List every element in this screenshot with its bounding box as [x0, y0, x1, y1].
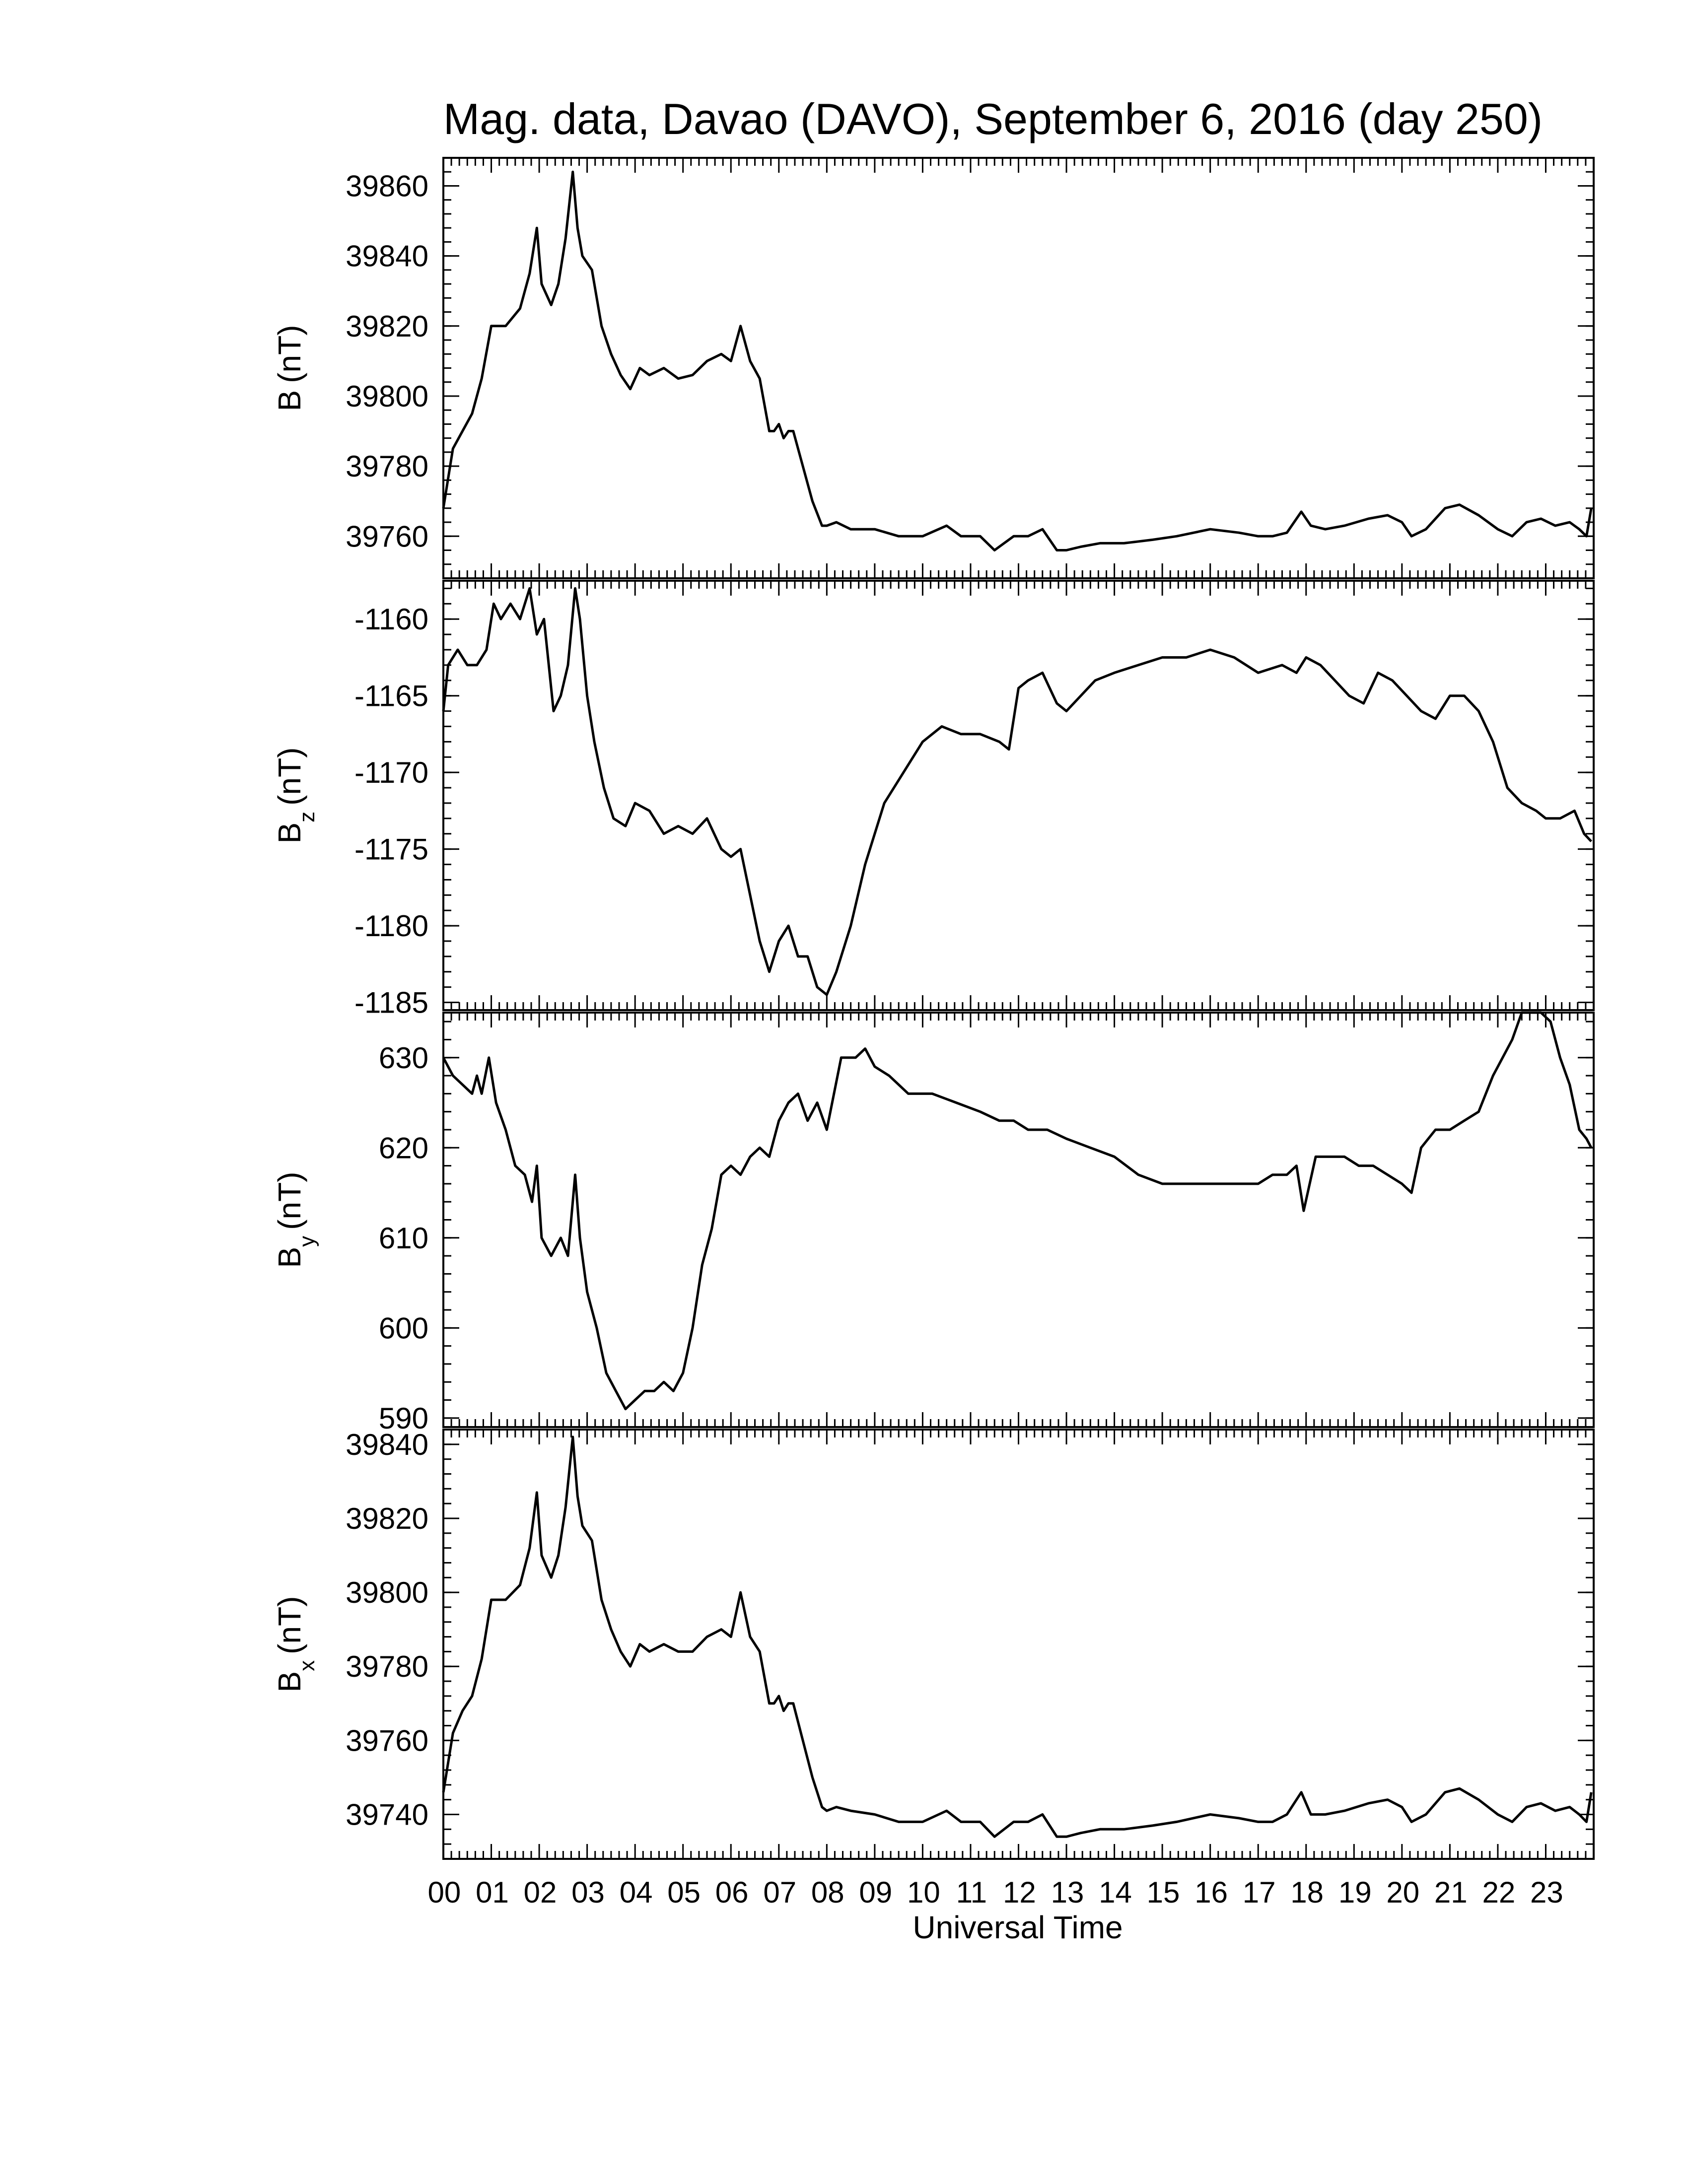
y-tick-label: 39780: [346, 1650, 428, 1683]
x-tick-label: 05: [667, 1876, 701, 1909]
y-tick-label: 39800: [346, 380, 428, 413]
y-axis-label-unit: (nT): [272, 325, 307, 383]
y-tick-label: 600: [379, 1311, 428, 1345]
x-tick-label: 18: [1290, 1876, 1324, 1909]
y-axis-label-unit: (nT): [272, 1172, 307, 1230]
x-tick-label: 16: [1195, 1876, 1228, 1909]
x-tick-label: 10: [907, 1876, 940, 1909]
y-axis-label: Bx (nT): [272, 1596, 319, 1693]
panel-B: 39760 39780 39800 39820 39840 39860 B (nT): [272, 157, 1595, 579]
series-line-Bz: [442, 587, 1593, 996]
x-tick-label: 15: [1147, 1876, 1180, 1909]
y-tick-label: 590: [379, 1402, 428, 1435]
plot-frame: [442, 1429, 1595, 1860]
x-tick-label: 01: [476, 1876, 509, 1909]
y-axis-label-main: B: [272, 1247, 307, 1268]
y-axis-label-main: B: [272, 390, 307, 411]
y-axis-label-sub: x: [295, 1660, 319, 1671]
x-tick-label: 06: [715, 1876, 749, 1909]
y-axis-label: By (nT): [272, 1172, 319, 1268]
x-tick-label: 04: [620, 1876, 653, 1909]
series-line-By: [442, 1011, 1593, 1411]
panels-group: 397603978039800398203984039860B(nT)-1160…: [272, 157, 1595, 1860]
y-tick-label: -1185: [354, 986, 428, 1020]
x-tick-label: 23: [1530, 1876, 1563, 1909]
x-tick-label: 03: [571, 1876, 605, 1909]
x-tick-label: 12: [1003, 1876, 1036, 1909]
x-tick-label: 20: [1386, 1876, 1419, 1909]
x-tick-label: 00: [428, 1876, 461, 1909]
x-tick-label: 14: [1099, 1876, 1132, 1909]
x-tick-label: 02: [524, 1876, 557, 1909]
y-axis-label-main: B: [272, 822, 307, 844]
x-tick-label: 22: [1482, 1876, 1515, 1909]
chart-title: Mag. data, Davao (DAVO), September 6, 20…: [443, 94, 1543, 143]
panel-Bz: -1160 -1165 -1170 -1175 -1180 -1185 Bz (nT): [272, 580, 1595, 1020]
y-tick-label: -1165: [354, 680, 428, 713]
y-tick-label: 39820: [346, 310, 428, 343]
y-tick-label: 39800: [346, 1576, 428, 1609]
y-tick-label: -1175: [354, 833, 428, 866]
plot-frame: [442, 157, 1595, 579]
x-tick-label: 13: [1051, 1876, 1084, 1909]
x-tick-label: 21: [1434, 1876, 1468, 1909]
y-tick-label: 610: [379, 1222, 428, 1255]
y-tick-label: 630: [379, 1041, 428, 1075]
x-tick-label: 11: [956, 1876, 987, 1909]
y-tick-label: 620: [379, 1131, 428, 1164]
y-axis-label-main: B: [272, 1671, 307, 1693]
y-tick-label: 39840: [346, 1428, 428, 1461]
y-axis-label-unit: (nT): [272, 748, 307, 806]
plot-frame: [442, 580, 1595, 1011]
x-tick-label: 07: [763, 1876, 796, 1909]
x-tick-labels: 00 01 02 03 04 05 06 07 08 09 10 11 12 13 14 15 16 17 18 19…: [428, 1876, 1563, 1909]
y-axis-label-sub: z: [295, 812, 319, 822]
y-tick-label: -1180: [354, 909, 428, 943]
y-axis-label-unit: (nT): [272, 1596, 307, 1654]
y-tick-label: 39820: [346, 1502, 428, 1535]
x-tick-label: 19: [1338, 1876, 1372, 1909]
y-tick-label: 39740: [346, 1798, 428, 1832]
x-tick-label: 17: [1243, 1876, 1276, 1909]
y-axis-label: Bz (nT): [272, 748, 319, 844]
plot-frame: [442, 1012, 1595, 1428]
y-tick-label: -1170: [354, 756, 428, 789]
y-tick-label: 39860: [346, 169, 428, 203]
y-tick-label: 39760: [346, 1724, 428, 1757]
x-tick-label: 09: [859, 1876, 892, 1909]
series-line-B: [442, 170, 1593, 551]
x-axis-label: Universal Time: [913, 1910, 1123, 1945]
panel-By: 590 600 610 620 630 By (nT): [272, 1011, 1595, 1435]
x-tick-label: 08: [811, 1876, 844, 1909]
panel-Bx: 39740 39760 39780 39800 39820 39840 Bx (nT): [272, 1428, 1595, 1860]
y-tick-label: -1160: [354, 603, 428, 636]
y-axis-label: B (nT): [272, 325, 307, 411]
y-tick-label: 39760: [346, 520, 428, 553]
series-line-Bx: [442, 1435, 1593, 1838]
y-tick-label: 39840: [346, 240, 428, 273]
y-axis-label-sub: y: [295, 1236, 319, 1247]
y-tick-label: 39780: [346, 450, 428, 483]
